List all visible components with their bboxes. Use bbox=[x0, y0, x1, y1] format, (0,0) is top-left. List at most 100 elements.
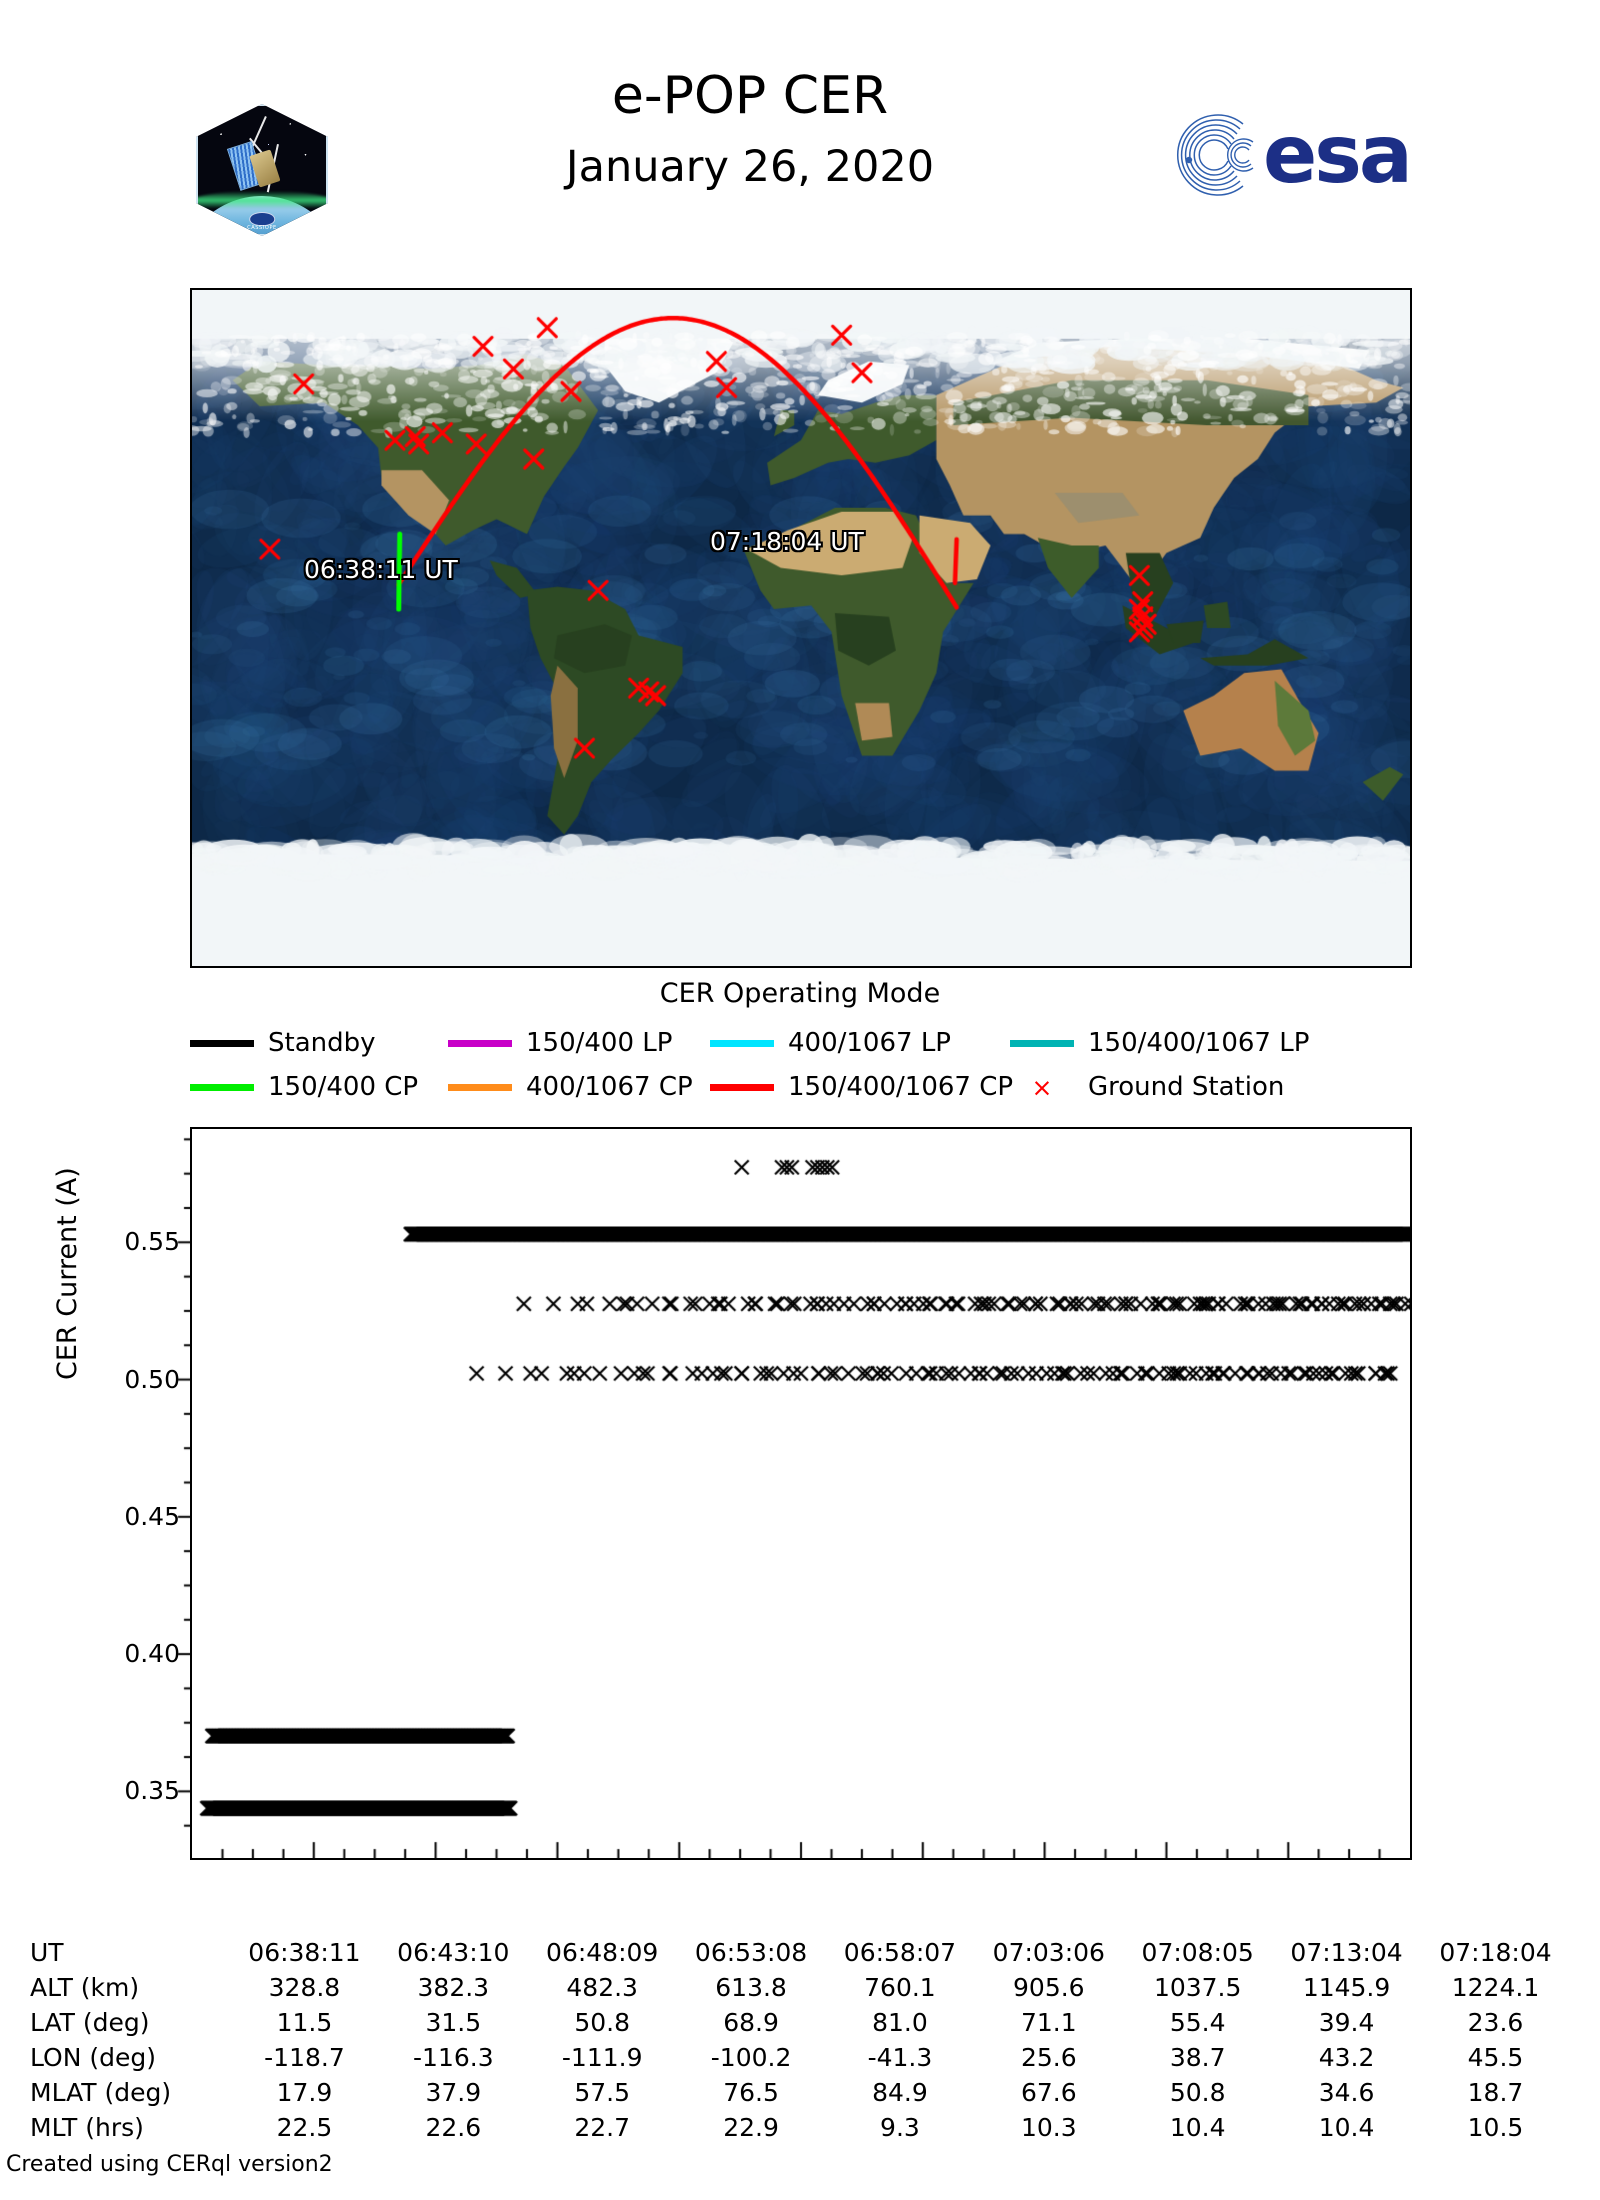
table-cell: 50.8 bbox=[574, 2008, 631, 2037]
legend-row: Standby 150/400 LP 400/1067 LP 150/400/1067… bbox=[190, 1028, 1420, 1058]
page-header: CASSIOPE e-POP CER January 26, 2020 esa bbox=[0, 0, 1600, 236]
table-cell: 07:03:06 bbox=[992, 1938, 1105, 1967]
table-cell: 760.1 bbox=[864, 1973, 936, 2002]
table-cell: 43.2 bbox=[1318, 2043, 1375, 2072]
table-cell: 10.4 bbox=[1318, 2113, 1375, 2142]
table-cell: 10.3 bbox=[1020, 2113, 1077, 2142]
table-cell: 07:18:04 bbox=[1439, 1938, 1552, 1967]
legend-label: 150/400 CP bbox=[268, 1072, 419, 1102]
table-cell: 67.6 bbox=[1020, 2078, 1077, 2107]
table-row: LAT (deg) 11.5 31.5 50.8 68.9 81.0 71.1 55.4 39.… bbox=[30, 2005, 1570, 2040]
table-cell: 22.9 bbox=[723, 2113, 779, 2142]
legend-color-swatch bbox=[448, 1083, 512, 1091]
page-date: January 26, 2020 bbox=[565, 142, 935, 192]
map-canvas bbox=[192, 290, 1410, 966]
table-cell: 34.6 bbox=[1318, 2078, 1375, 2107]
table-cell: 68.9 bbox=[723, 2008, 779, 2037]
legend-color-swatch bbox=[710, 1039, 774, 1047]
table-cell: -111.9 bbox=[561, 2043, 643, 2072]
legend-label: 150/400 LP bbox=[526, 1028, 673, 1058]
legend-color-swatch bbox=[190, 1039, 254, 1047]
table-cell: 37.9 bbox=[425, 2078, 482, 2107]
table-cell: 55.4 bbox=[1169, 2008, 1226, 2037]
y-tick-label: 0.55 bbox=[124, 1227, 180, 1257]
table-row: UT 06:38:11 06:43:10 06:48:09 06:53:08 06:58:… bbox=[30, 1935, 1570, 1970]
legend-color-swatch bbox=[710, 1083, 774, 1091]
legend-item-150-400-cp[interactable]: 150/400 CP bbox=[190, 1072, 448, 1102]
table-cell: 328.8 bbox=[268, 1973, 341, 2002]
table-cell: 10.5 bbox=[1467, 2113, 1524, 2142]
table-row-label: UT bbox=[30, 1938, 64, 1967]
y-tick-label: 0.45 bbox=[124, 1501, 180, 1531]
table-cell: 06:48:09 bbox=[546, 1938, 659, 1967]
table-cell: -118.7 bbox=[264, 2043, 345, 2072]
table-row-label: ALT (km) bbox=[30, 1973, 140, 2002]
table-cell: 06:58:07 bbox=[843, 1938, 957, 1967]
table-cell: 482.3 bbox=[566, 1973, 638, 2002]
table-cell: 382.3 bbox=[417, 1973, 490, 2002]
table-cell: -116.3 bbox=[413, 2043, 494, 2072]
table-row: LON (deg) -118.7 -116.3 -111.9 -100.2 -41.3 25… bbox=[30, 2040, 1570, 2075]
table-cell: 1224.1 bbox=[1451, 1973, 1540, 2002]
table-cell: 31.5 bbox=[425, 2008, 482, 2037]
table-cell: 23.6 bbox=[1467, 2008, 1524, 2037]
table-cell: 9.3 bbox=[880, 2113, 920, 2142]
esa-swirl-icon bbox=[1177, 114, 1254, 196]
table-row-label: LAT (deg) bbox=[30, 2008, 150, 2037]
table-cell: 57.5 bbox=[574, 2078, 631, 2107]
table-row: MLAT (deg) 17.9 37.9 57.5 76.5 84.9 67.6 50.8 34… bbox=[30, 2075, 1570, 2110]
table-row: ALT (km) 328.8 382.3 482.3 613.8 760.1 905.6 10… bbox=[30, 1970, 1570, 2005]
esa-logo: esa bbox=[1165, 112, 1455, 198]
table-row-label: MLAT (deg) bbox=[30, 2078, 172, 2107]
table-cell: 22.6 bbox=[425, 2113, 482, 2142]
legend-row: 150/400 CP 400/1067 CP 150/400/1067 CP × Gro… bbox=[190, 1072, 1420, 1102]
legend-label: Standby bbox=[268, 1028, 376, 1058]
legend-item-150-400-1067-cp[interactable]: 150/400/1067 CP bbox=[710, 1072, 1014, 1102]
legend-item-400-1067-cp[interactable]: 400/1067 CP bbox=[448, 1072, 710, 1102]
orbit-parameters-table: UT 06:38:11 06:43:10 06:48:09 06:53:08 06:58:… bbox=[30, 1935, 1570, 2145]
table-cell: 18.7 bbox=[1467, 2078, 1524, 2107]
legend-item-150-400-1067-lp[interactable]: 150/400/1067 LP bbox=[1010, 1028, 1340, 1058]
cer-current-scatter-plot[interactable] bbox=[190, 1127, 1412, 1860]
y-tick-label: 0.35 bbox=[124, 1776, 180, 1806]
legend-item-standby[interactable]: Standby bbox=[190, 1028, 448, 1058]
operating-mode-legend: Standby 150/400 LP 400/1067 LP 150/400/1067… bbox=[190, 1028, 1420, 1102]
legend-title: CER Operating Mode bbox=[659, 978, 941, 1009]
y-axis-tick-labels: 0.35 0.40 0.45 0.50 0.55 bbox=[58, 1127, 180, 1860]
world-map-orbit-track[interactable]: 06:38:11 UT 07:18:04 UT bbox=[190, 288, 1412, 968]
table-cell: 06:53:08 bbox=[694, 1938, 808, 1967]
cassiope-mission-patch-icon: CASSIOPE bbox=[196, 104, 328, 236]
esa-wordmark: esa bbox=[1263, 108, 1413, 201]
y-tick-label: 0.50 bbox=[124, 1364, 180, 1394]
table-cell: 76.5 bbox=[723, 2078, 779, 2107]
table-cell: 06:43:10 bbox=[397, 1938, 510, 1967]
legend-label: 150/400/1067 CP bbox=[788, 1072, 1014, 1102]
legend-item-ground-station[interactable]: × Ground Station bbox=[1010, 1072, 1340, 1102]
patch-mission-name: CASSIOPE bbox=[247, 225, 277, 232]
table-cell: 22.5 bbox=[276, 2113, 333, 2142]
table-cell: 10.4 bbox=[1169, 2113, 1226, 2142]
title-block: e-POP CER January 26, 2020 bbox=[400, 70, 1100, 189]
table-cell: 25.6 bbox=[1020, 2043, 1077, 2072]
legend-color-swatch bbox=[448, 1039, 512, 1047]
table-row-label: MLT (hrs) bbox=[30, 2113, 144, 2142]
legend-label: 150/400/1067 LP bbox=[1088, 1028, 1310, 1058]
table-cell: 07:13:04 bbox=[1290, 1938, 1403, 1967]
y-axis-ticks bbox=[168, 1127, 192, 1887]
footer-credit: Created using CERql version2 bbox=[6, 2152, 333, 2177]
table-cell: 81.0 bbox=[872, 2008, 928, 2037]
legend-item-150-400-lp[interactable]: 150/400 LP bbox=[448, 1028, 710, 1058]
legend-label: 400/1067 CP bbox=[526, 1072, 693, 1102]
table-cell: -100.2 bbox=[710, 2043, 792, 2072]
table: UT 06:38:11 06:43:10 06:48:09 06:53:08 06:58:… bbox=[30, 1935, 1570, 2145]
legend-item-400-1067-lp[interactable]: 400/1067 LP bbox=[710, 1028, 1010, 1058]
legend-color-swatch bbox=[190, 1083, 254, 1091]
table-cell: 1037.5 bbox=[1153, 1973, 1242, 2002]
legend-label: 400/1067 LP bbox=[788, 1028, 951, 1058]
table-cell: -41.3 bbox=[867, 2043, 933, 2072]
table-cell: 613.8 bbox=[715, 1973, 787, 2002]
table-cell: 38.7 bbox=[1169, 2043, 1226, 2072]
table-cell: 45.5 bbox=[1467, 2043, 1524, 2072]
y-tick-label: 0.40 bbox=[124, 1639, 180, 1669]
page-title: e-POP CER bbox=[611, 66, 889, 126]
